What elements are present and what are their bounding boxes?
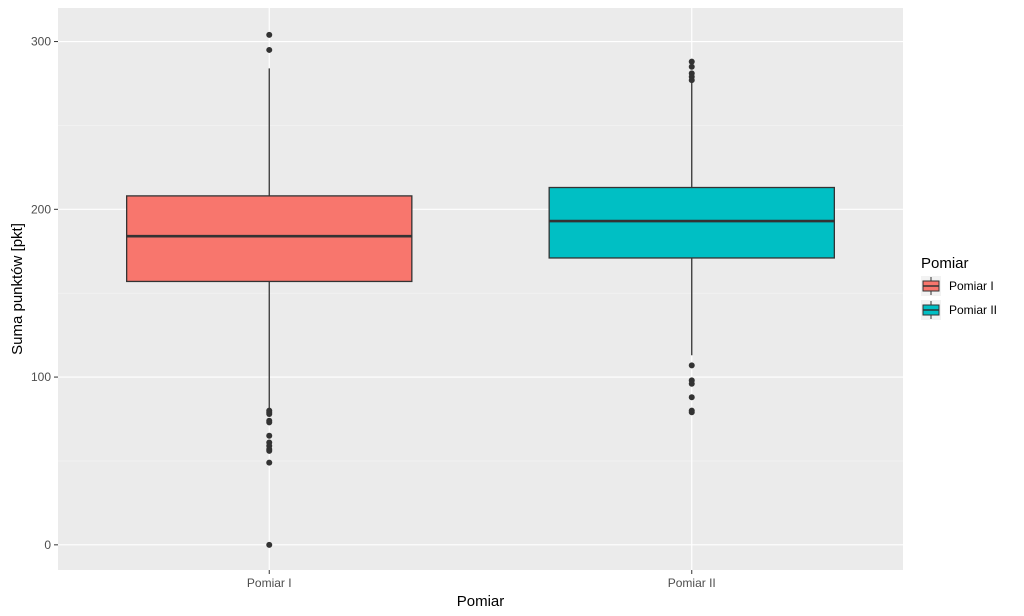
outlier-point [266,419,273,426]
legend: Pomiar Pomiar I Pomiar II [921,255,997,320]
legend-key [921,300,941,320]
outlier-point [266,31,273,38]
outlier-point [688,63,695,70]
outlier-point [688,362,695,369]
legend-title: Pomiar [921,255,969,272]
outlier-point [266,432,273,439]
y-tick-label: 100 [31,370,51,384]
outlier-point [688,380,695,387]
outlier-point [688,394,695,401]
plot-panel [58,8,903,570]
y-tick-label: 300 [31,35,51,49]
box [548,186,835,259]
axes: 0 100 200 300 Pomiar I Pomiar II [31,35,716,590]
box [126,195,413,283]
outlier-point [688,58,695,65]
outlier-point [266,541,273,548]
outlier-point [266,46,273,53]
outlier-point [688,409,695,416]
y-tick-label: 200 [31,202,51,216]
outlier-point [688,77,695,84]
x-axis-title: Pomiar [457,593,505,610]
outlier-point [266,447,273,454]
x-tick-label: Pomiar II [668,576,716,590]
box-group [126,31,413,548]
legend-label: Pomiar I [949,279,994,293]
x-tick-label: Pomiar I [247,576,292,590]
y-tick-label: 0 [44,538,51,552]
boxes [126,31,835,548]
legend-label: Pomiar II [949,303,997,317]
y-axis-title: Suma punktów [pkt] [9,223,26,355]
legend-key [921,276,941,296]
box-group [548,58,835,416]
outlier-point [266,459,273,466]
outlier-point [266,410,273,417]
